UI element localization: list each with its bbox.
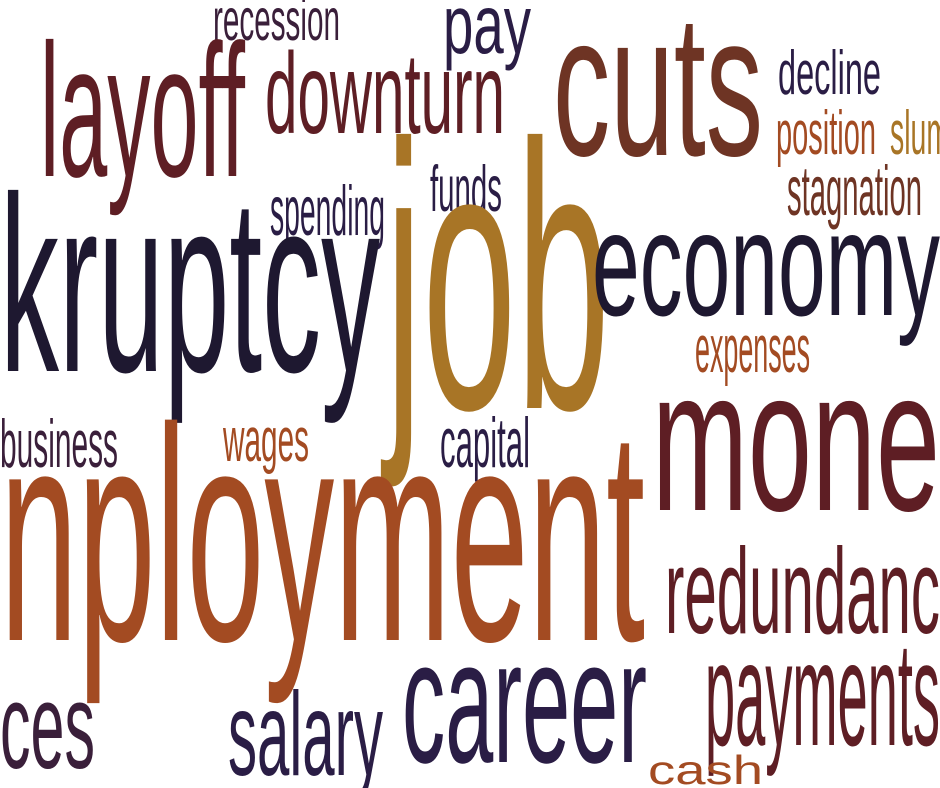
word-recession: recession bbox=[213, 0, 340, 54]
word-decline: decline bbox=[778, 38, 881, 108]
word-career: career bbox=[402, 603, 647, 788]
word-prices: ces bbox=[0, 657, 95, 788]
word-money: mone bbox=[652, 327, 940, 554]
word-expenses: expenses bbox=[695, 312, 810, 388]
word-economy: economy bbox=[592, 181, 940, 348]
word-business: business bbox=[0, 407, 118, 483]
word-wages: wages bbox=[223, 405, 309, 475]
word-funds: funds bbox=[430, 152, 502, 226]
word-pay: pay bbox=[443, 0, 531, 72]
word-cuts: cuts bbox=[553, 0, 763, 199]
word-unemployment: nployment bbox=[0, 366, 645, 706]
word-capital: capital bbox=[440, 402, 530, 482]
word-position: position bbox=[776, 98, 876, 168]
word-payments: payments bbox=[705, 611, 940, 778]
word-downturn: downturn bbox=[265, 30, 505, 159]
word-cash: cash bbox=[648, 746, 763, 788]
word-stagnation: stagnation bbox=[787, 150, 922, 230]
word-bankruptcy: kruptcy bbox=[0, 145, 380, 424]
word-spending: spending bbox=[270, 170, 385, 250]
word-slump: slum bbox=[890, 98, 940, 168]
word-salary: salary bbox=[228, 668, 383, 788]
word-job: job bbox=[385, 66, 610, 490]
word-redundancy: redundanc bbox=[665, 522, 940, 659]
word-layoff: layoff bbox=[40, 6, 245, 218]
